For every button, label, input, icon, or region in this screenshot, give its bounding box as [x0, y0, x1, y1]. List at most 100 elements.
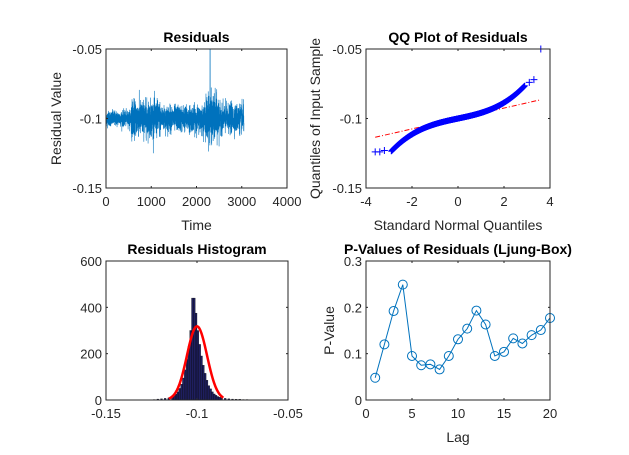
residuals-xtick-label: 1000	[137, 194, 166, 209]
residuals-ytick-label: -0.1	[80, 112, 102, 127]
pvalues-ticks: 0 5 10 15 20 0 0.1 0.2 0.3	[344, 254, 557, 421]
histogram-ytick-label: 0	[95, 393, 102, 408]
histogram-title: Residuals Histogram	[127, 241, 266, 257]
pvalues-marker	[388, 306, 399, 317]
histogram-bar	[216, 396, 219, 401]
histogram-bar	[202, 365, 205, 401]
qqplot-ytick-label: -0.1	[340, 112, 362, 127]
residuals-ytick-label: -0.15	[72, 181, 102, 196]
pvalues-xlabel: Lag	[446, 429, 469, 445]
pvalues-xtick-label: 0	[362, 406, 369, 421]
qqplot-ytick-label: -0.05	[332, 42, 362, 57]
qqplot-axes: QQ Plot of Residuals Standard Normal Qua…	[307, 29, 554, 233]
pvalues-marker	[397, 279, 408, 290]
pvalues-xtick-label: 20	[543, 406, 557, 421]
pvalues-line	[374, 284, 551, 378]
histogram-bar	[209, 388, 212, 401]
histogram-xtick-label: -0.15	[91, 406, 121, 421]
qqplot-point	[521, 82, 528, 89]
pvalues-marker	[370, 372, 381, 383]
pvalues-marker	[462, 323, 473, 334]
histogram-bar	[178, 388, 181, 401]
residuals-xtick-label: 4000	[273, 194, 302, 209]
qqplot-point	[376, 148, 384, 156]
pvalues-marker	[434, 364, 445, 375]
qqplot-point	[525, 78, 533, 86]
histogram-ytick-label: 200	[80, 347, 102, 362]
pvalues-marker	[535, 325, 546, 336]
histogram-bar	[213, 393, 216, 401]
histogram-fit-curve	[168, 325, 225, 400]
pvalues-marker	[453, 334, 463, 345]
qqplot-title: QQ Plot of Residuals	[388, 29, 527, 45]
qqplot-xtick-label: 2	[500, 194, 507, 209]
pvalues-xtick-label: 10	[451, 406, 465, 421]
histogram-axes: Residuals Histogram -0.15 -0.1 -0.05 0 200 40…	[80, 241, 303, 421]
histogram-xtick-label: -0.1	[186, 406, 208, 421]
pvalues-marker	[443, 350, 454, 361]
histogram-bar	[200, 355, 203, 401]
histogram-bar	[198, 344, 201, 401]
histogram-bar	[180, 384, 183, 401]
pvalues-ytick-label: 0.2	[344, 300, 362, 315]
residuals-ytick-label: -0.05	[72, 42, 102, 57]
pvalues-axes: P-Values of Residuals (Ljung-Box) Lag P-…	[321, 241, 572, 445]
pvalues-ytick-label: 0.1	[344, 347, 362, 362]
pvalues-title: P-Values of Residuals (Ljung-Box)	[344, 241, 572, 257]
residuals-xlabel: Time	[181, 217, 212, 233]
pvalues-ylabel: P-Value	[321, 306, 337, 355]
pvalues-ytick-label: 0.3	[344, 254, 362, 269]
residuals-xtick-label: 0	[102, 194, 109, 209]
residuals-plot-area	[105, 48, 245, 154]
pvalues-marker	[480, 319, 491, 330]
residuals-xtick-label: 3000	[227, 194, 256, 209]
pvalues-marker	[517, 338, 528, 349]
residuals-ticks: 0 1000 2000 3000 4000 -0.15 -0.1 -0.05	[72, 42, 301, 209]
qqplot-ytick-label: -0.15	[332, 181, 362, 196]
pvalues-xtick-label: 15	[497, 406, 511, 421]
histogram-bar	[185, 359, 189, 401]
qqplot-ticks: -4 -2 0 2 4 -0.15 -0.1 -0.05	[332, 42, 553, 209]
qqplot-ylabel: Quantiles of Input Sample	[307, 38, 323, 199]
histogram-bar	[191, 297, 194, 401]
pvalues-marker	[471, 305, 482, 316]
pvalues-marker	[407, 350, 417, 361]
qqplot-xtick-label: -2	[406, 194, 418, 209]
pvalues-marker	[425, 359, 436, 370]
qqplot-point	[380, 146, 388, 154]
histogram-bar	[184, 369, 187, 401]
histogram-bar	[215, 395, 218, 401]
qqplot-plot-area	[371, 45, 545, 156]
pvalues-marker	[526, 330, 537, 341]
qqplot-xtick-label: 0	[454, 194, 461, 209]
histogram-bar	[211, 391, 214, 401]
residuals-series-line	[105, 48, 245, 154]
histogram-bar	[205, 380, 209, 401]
histogram-ticks: -0.15 -0.1 -0.05 0 200 400 600	[80, 254, 303, 421]
qqplot-point	[530, 76, 538, 84]
histogram-bar	[207, 385, 210, 401]
qqplot-xlabel: Standard Normal Quantiles	[374, 217, 543, 233]
pvalues-ytick-label: 0	[355, 393, 362, 408]
histogram-bar	[175, 394, 178, 401]
pvalues-xtick-label: 5	[408, 406, 415, 421]
histogram-bar	[182, 377, 185, 401]
residuals-ylabel: Residual Value	[48, 72, 64, 165]
residuals-xtick-label: 2000	[182, 194, 211, 209]
histogram-ytick-label: 600	[80, 254, 102, 269]
histogram-bar	[196, 330, 199, 401]
pvalues-marker	[508, 333, 519, 344]
pvalues-marker	[499, 346, 509, 357]
histogram-bar	[176, 391, 179, 401]
qqplot-xtick-label: 4	[546, 194, 553, 209]
histogram-ytick-label: 400	[80, 300, 102, 315]
histogram-bar	[204, 373, 207, 401]
qqplot-xtick-label: -4	[360, 194, 372, 209]
residuals-title: Residuals	[163, 29, 229, 45]
histogram-xtick-label: -0.05	[273, 406, 303, 421]
pvalues-marker	[489, 350, 500, 361]
histogram-bar	[193, 297, 196, 401]
